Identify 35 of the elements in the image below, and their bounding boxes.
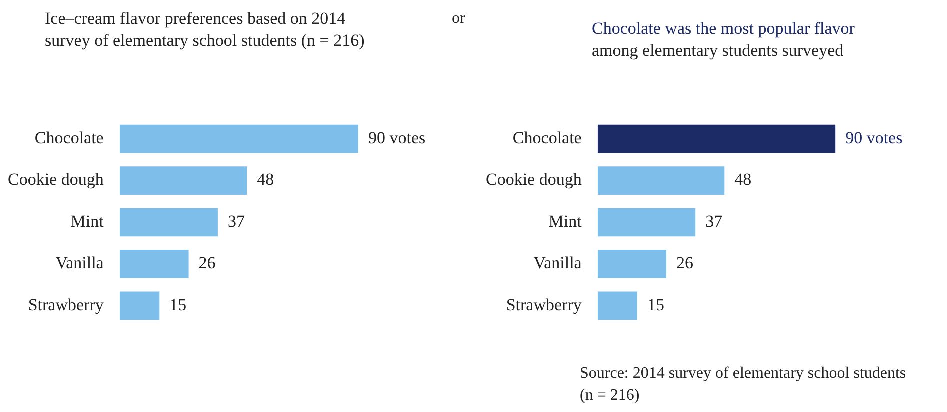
data-label: 26 [198, 254, 216, 273]
data-label: 26 [676, 254, 694, 273]
y-tick-label: Mint [70, 212, 104, 231]
bar [598, 124, 836, 154]
bar [120, 250, 189, 278]
bar [120, 124, 358, 154]
bar [120, 292, 160, 320]
y-tick-label: Cookie dough [486, 170, 582, 190]
y-tick-label: Strawberry [28, 295, 104, 314]
bar [120, 208, 218, 237]
data-label: 48 [734, 170, 752, 190]
data-label: 37 [228, 212, 246, 231]
data-label: 37 [706, 212, 724, 231]
data-label: 15 [647, 295, 664, 314]
bar [598, 166, 725, 195]
bar [598, 208, 696, 237]
chart-title: Chocolate was the most popular flavor [592, 18, 856, 40]
y-tick-label: Vanilla [56, 254, 104, 273]
y-tick-label: Cookie dough [8, 170, 104, 190]
y-tick-label: Vanilla [534, 254, 582, 273]
y-tick-label: Strawberry [506, 295, 582, 314]
bar [120, 166, 248, 195]
text: or [452, 9, 466, 29]
y-tick-label: Chocolate [34, 128, 104, 148]
data-label: 90 votes [846, 128, 903, 148]
y-tick-label: Chocolate [512, 128, 582, 148]
y-tick-label: Mint [548, 212, 582, 231]
data-label: 90 votes [368, 128, 426, 148]
chart-title: Ice–cream flavor preferences based on 2014 survey of elementary school students (n = 216) [45, 8, 366, 52]
chart-subtitle: among elementary students surveyed [592, 40, 844, 62]
bar [598, 250, 667, 278]
data-label: 15 [170, 295, 187, 314]
data-label: 48 [257, 170, 274, 190]
source-note: Source: 2014 survey of elementary school students (n = 216) [580, 364, 908, 406]
bar [598, 292, 638, 320]
